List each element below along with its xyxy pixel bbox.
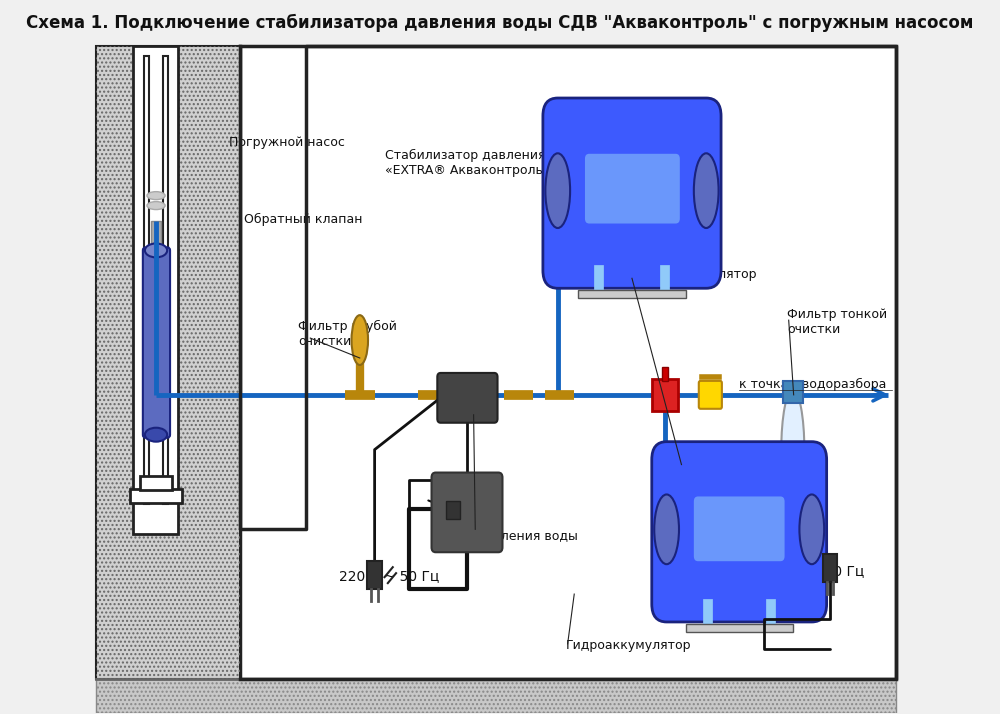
Text: Погружной насос: Погружной насос [229,136,345,149]
Bar [96,679,896,713]
Bar [96,679,896,713]
Bar [367,561,382,589]
Text: Схема 1. Подключение стабилизатора давления воды СДВ "Акваконтроль" с погружным : Схема 1. Подключение стабилизатора давле… [26,14,974,32]
FancyBboxPatch shape [432,473,502,552]
Text: Гидроаккумулятор: Гидроаккумулятор [632,268,757,281]
Text: 220 В ~ 50 Гц: 220 В ~ 50 Гц [339,569,439,583]
Bar [446,501,460,519]
Bar [662,367,668,381]
Ellipse shape [145,428,167,442]
FancyBboxPatch shape [699,381,722,409]
FancyBboxPatch shape [652,442,827,622]
Ellipse shape [545,154,570,228]
Text: Гидроаккумулятор: Гидроаккумулятор [566,639,691,652]
FancyBboxPatch shape [694,496,785,561]
Bar [823,554,837,582]
Text: Фильтр тонкой
очистки: Фильтр тонкой очистки [787,308,887,336]
Text: 220 В ~ 50 Гц: 220 В ~ 50 Гц [764,564,864,578]
Ellipse shape [694,154,719,228]
FancyBboxPatch shape [543,98,721,288]
Ellipse shape [147,201,165,210]
Text: Реле давления воды: Реле давления воды [442,529,578,543]
Text: Обратный клапан: Обратный клапан [244,213,363,226]
Ellipse shape [147,191,165,200]
Ellipse shape [799,495,824,564]
FancyBboxPatch shape [585,154,680,223]
Bar [578,291,686,298]
Bar [96,46,240,679]
Ellipse shape [145,243,167,257]
Bar [130,490,182,503]
Ellipse shape [781,390,804,509]
Bar [137,51,174,524]
Bar [652,379,678,411]
Text: к точкам водоразбора: к точкам водоразбора [739,378,887,391]
Bar [151,221,161,256]
Bar [783,381,803,403]
Bar [140,476,172,491]
FancyBboxPatch shape [437,373,498,423]
Ellipse shape [654,495,679,564]
Ellipse shape [352,315,368,365]
Bar [163,56,168,504]
Bar [240,46,896,679]
Bar [144,56,149,504]
Text: Фильтр грубой
очистки: Фильтр грубой очистки [298,320,397,348]
Bar [96,46,240,679]
Bar [686,624,793,632]
FancyBboxPatch shape [143,248,170,438]
Text: Стабилизатор давления воды
«EXTRA® Акваконтроль СДВ»: Стабилизатор давления воды «EXTRA® Аквак… [385,149,583,177]
Bar [133,46,178,534]
